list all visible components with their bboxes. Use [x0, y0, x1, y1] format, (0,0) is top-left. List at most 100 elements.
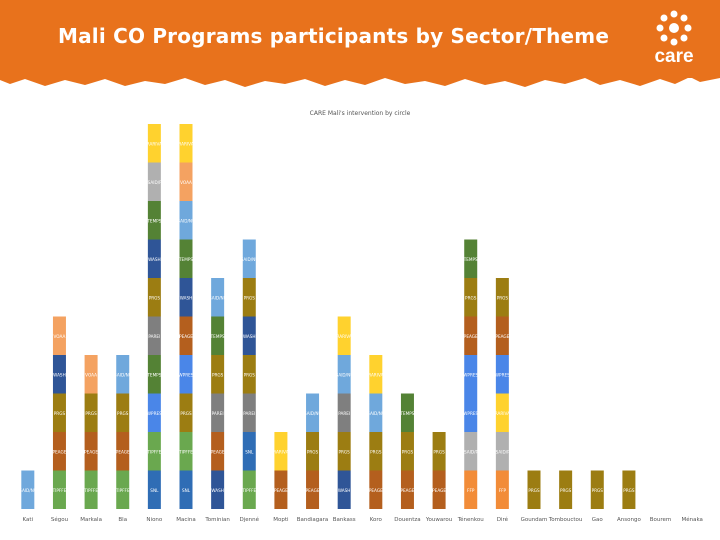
- bar-segment: [337, 355, 351, 394]
- x-tick-label: Markala: [80, 517, 102, 523]
- bar-segment: [495, 316, 509, 355]
- bar-segment-label: WPRES: [463, 411, 478, 416]
- bar-segment-label: PRGS: [433, 449, 445, 454]
- bar-segment-label: TEMPS: [146, 218, 161, 223]
- bar-segment: [242, 432, 256, 471]
- bar-segment: [147, 162, 161, 201]
- bar-segment-label: USAID/NUT: [111, 372, 135, 377]
- bar-segment-label: PRGS: [339, 449, 351, 454]
- x-tick-label: Diré: [497, 516, 509, 523]
- bar-segment-label: USAID/NUT: [174, 218, 198, 223]
- bar-segment: [116, 393, 130, 432]
- bar-segment: [116, 470, 130, 509]
- bar-segment-label: TEMPS: [399, 411, 414, 416]
- bar-segment: [179, 239, 193, 278]
- bar-segment-label: PEAGE: [464, 334, 478, 339]
- chart-area: CARE Mali's intervention by circle USAID…: [8, 104, 712, 530]
- bar-segment: [242, 239, 256, 278]
- x-tick-label: Bourem: [650, 517, 672, 523]
- bar-segment: [464, 355, 478, 394]
- bar-segment: [147, 239, 161, 278]
- x-tick-label: Youwarou: [425, 517, 452, 523]
- chart-title: CARE Mali's intervention by circle: [310, 110, 411, 117]
- bar-segment-label: FFP: [467, 488, 475, 493]
- bar-segment: [242, 355, 256, 394]
- bar-segment: [400, 470, 414, 509]
- logo-text: care: [654, 46, 694, 67]
- bar-segment-label: WPRES: [463, 372, 478, 377]
- bar-segment-label: WASH: [53, 372, 66, 377]
- bar-segment-label: TIPFFE: [241, 488, 256, 493]
- bar-segment: [116, 432, 130, 471]
- bar-segment-label: USAID/NUT: [206, 295, 230, 300]
- bar-segment: [21, 470, 35, 509]
- x-tick-label: Mopti: [273, 517, 289, 523]
- bar-segment-label: PEAGE: [211, 449, 225, 454]
- x-tick-label: Goundam: [521, 517, 548, 523]
- bar-segment: [306, 432, 320, 471]
- bar-segment: [622, 470, 636, 509]
- bar-segment: [211, 393, 225, 432]
- x-tick-label: Gao: [592, 517, 604, 523]
- bar-segment: [84, 470, 98, 509]
- bar-segment: [495, 432, 509, 471]
- bar-segment-label: PAREI: [243, 411, 255, 416]
- bar-segment: [211, 470, 225, 509]
- bar-segment-label: TEMPS: [463, 257, 478, 262]
- header-torn-edge: [0, 70, 720, 87]
- bar-segment: [147, 470, 161, 509]
- bar-segment: [369, 432, 383, 471]
- bar-segment-label: WASH: [148, 257, 161, 262]
- bar-segment: [464, 239, 478, 278]
- bar-segment: [337, 393, 351, 432]
- bar-segment: [432, 470, 446, 509]
- bar-segment: [179, 162, 193, 201]
- bar-segment: [179, 393, 193, 432]
- stacked-bar-chart: CARE Mali's intervention by circle USAID…: [16, 110, 703, 523]
- bar-segment-label: PEAGE: [306, 488, 320, 493]
- bar-segment: [337, 470, 351, 509]
- bar-segment: [52, 355, 66, 394]
- bar-segment-label: WPRES: [147, 411, 162, 416]
- x-tick-label: Bankass: [333, 517, 356, 523]
- x-tick-label: Koro: [370, 517, 383, 523]
- bar-segment-label: WASH: [338, 488, 351, 493]
- bar-segment-label: PRGS: [307, 449, 319, 454]
- bar-segment: [590, 470, 604, 509]
- bar-segment: [369, 355, 383, 394]
- bar-segment: [211, 432, 225, 471]
- bar-segment-label: VOAA: [85, 372, 97, 377]
- bar-segment-label: PAREI: [148, 334, 160, 339]
- bar-segment: [147, 355, 161, 394]
- bar-segment-label: VOAA: [180, 180, 192, 185]
- x-tick-label: Douentza: [394, 517, 420, 523]
- bar-segment: [242, 393, 256, 432]
- bar-segment: [84, 393, 98, 432]
- bar-segment-label: USAID/NUT: [16, 488, 40, 493]
- bar-segment: [400, 393, 414, 432]
- bar-segment-label: TIPFFE: [83, 488, 98, 493]
- bar-segment: [337, 316, 351, 355]
- bar-segment-label: RARIVA: [495, 411, 510, 416]
- bar-segment-label: PRGS: [497, 295, 509, 300]
- bar-segment-label: RARIVA: [178, 141, 193, 146]
- bar-segment-label: RARIVA: [368, 372, 383, 377]
- bar-segment: [147, 316, 161, 355]
- bar-segment-label: PRGS: [149, 295, 161, 300]
- x-tick-label: Djenné: [240, 516, 260, 523]
- bar-segment-label: SNL: [245, 449, 254, 454]
- bar-segment-label: USAID/PF: [493, 449, 513, 454]
- bar-segment-label: PRGS: [85, 411, 97, 416]
- bar-segment: [464, 316, 478, 355]
- x-tick-label: Ménaka: [681, 516, 702, 523]
- bar-segment-label: PRGS: [560, 488, 572, 493]
- bar-segment-label: PEAGE: [495, 334, 509, 339]
- bar-segment: [179, 124, 193, 163]
- bar-segment: [84, 432, 98, 471]
- bar-segment: [242, 316, 256, 355]
- bar-segment: [242, 470, 256, 509]
- bar-segment-label: PRGS: [402, 449, 414, 454]
- bar-segment-label: PEAGE: [84, 449, 98, 454]
- x-tick-label: Ténenkou: [457, 516, 484, 523]
- bar-segment-label: USAID/NUT: [238, 257, 262, 262]
